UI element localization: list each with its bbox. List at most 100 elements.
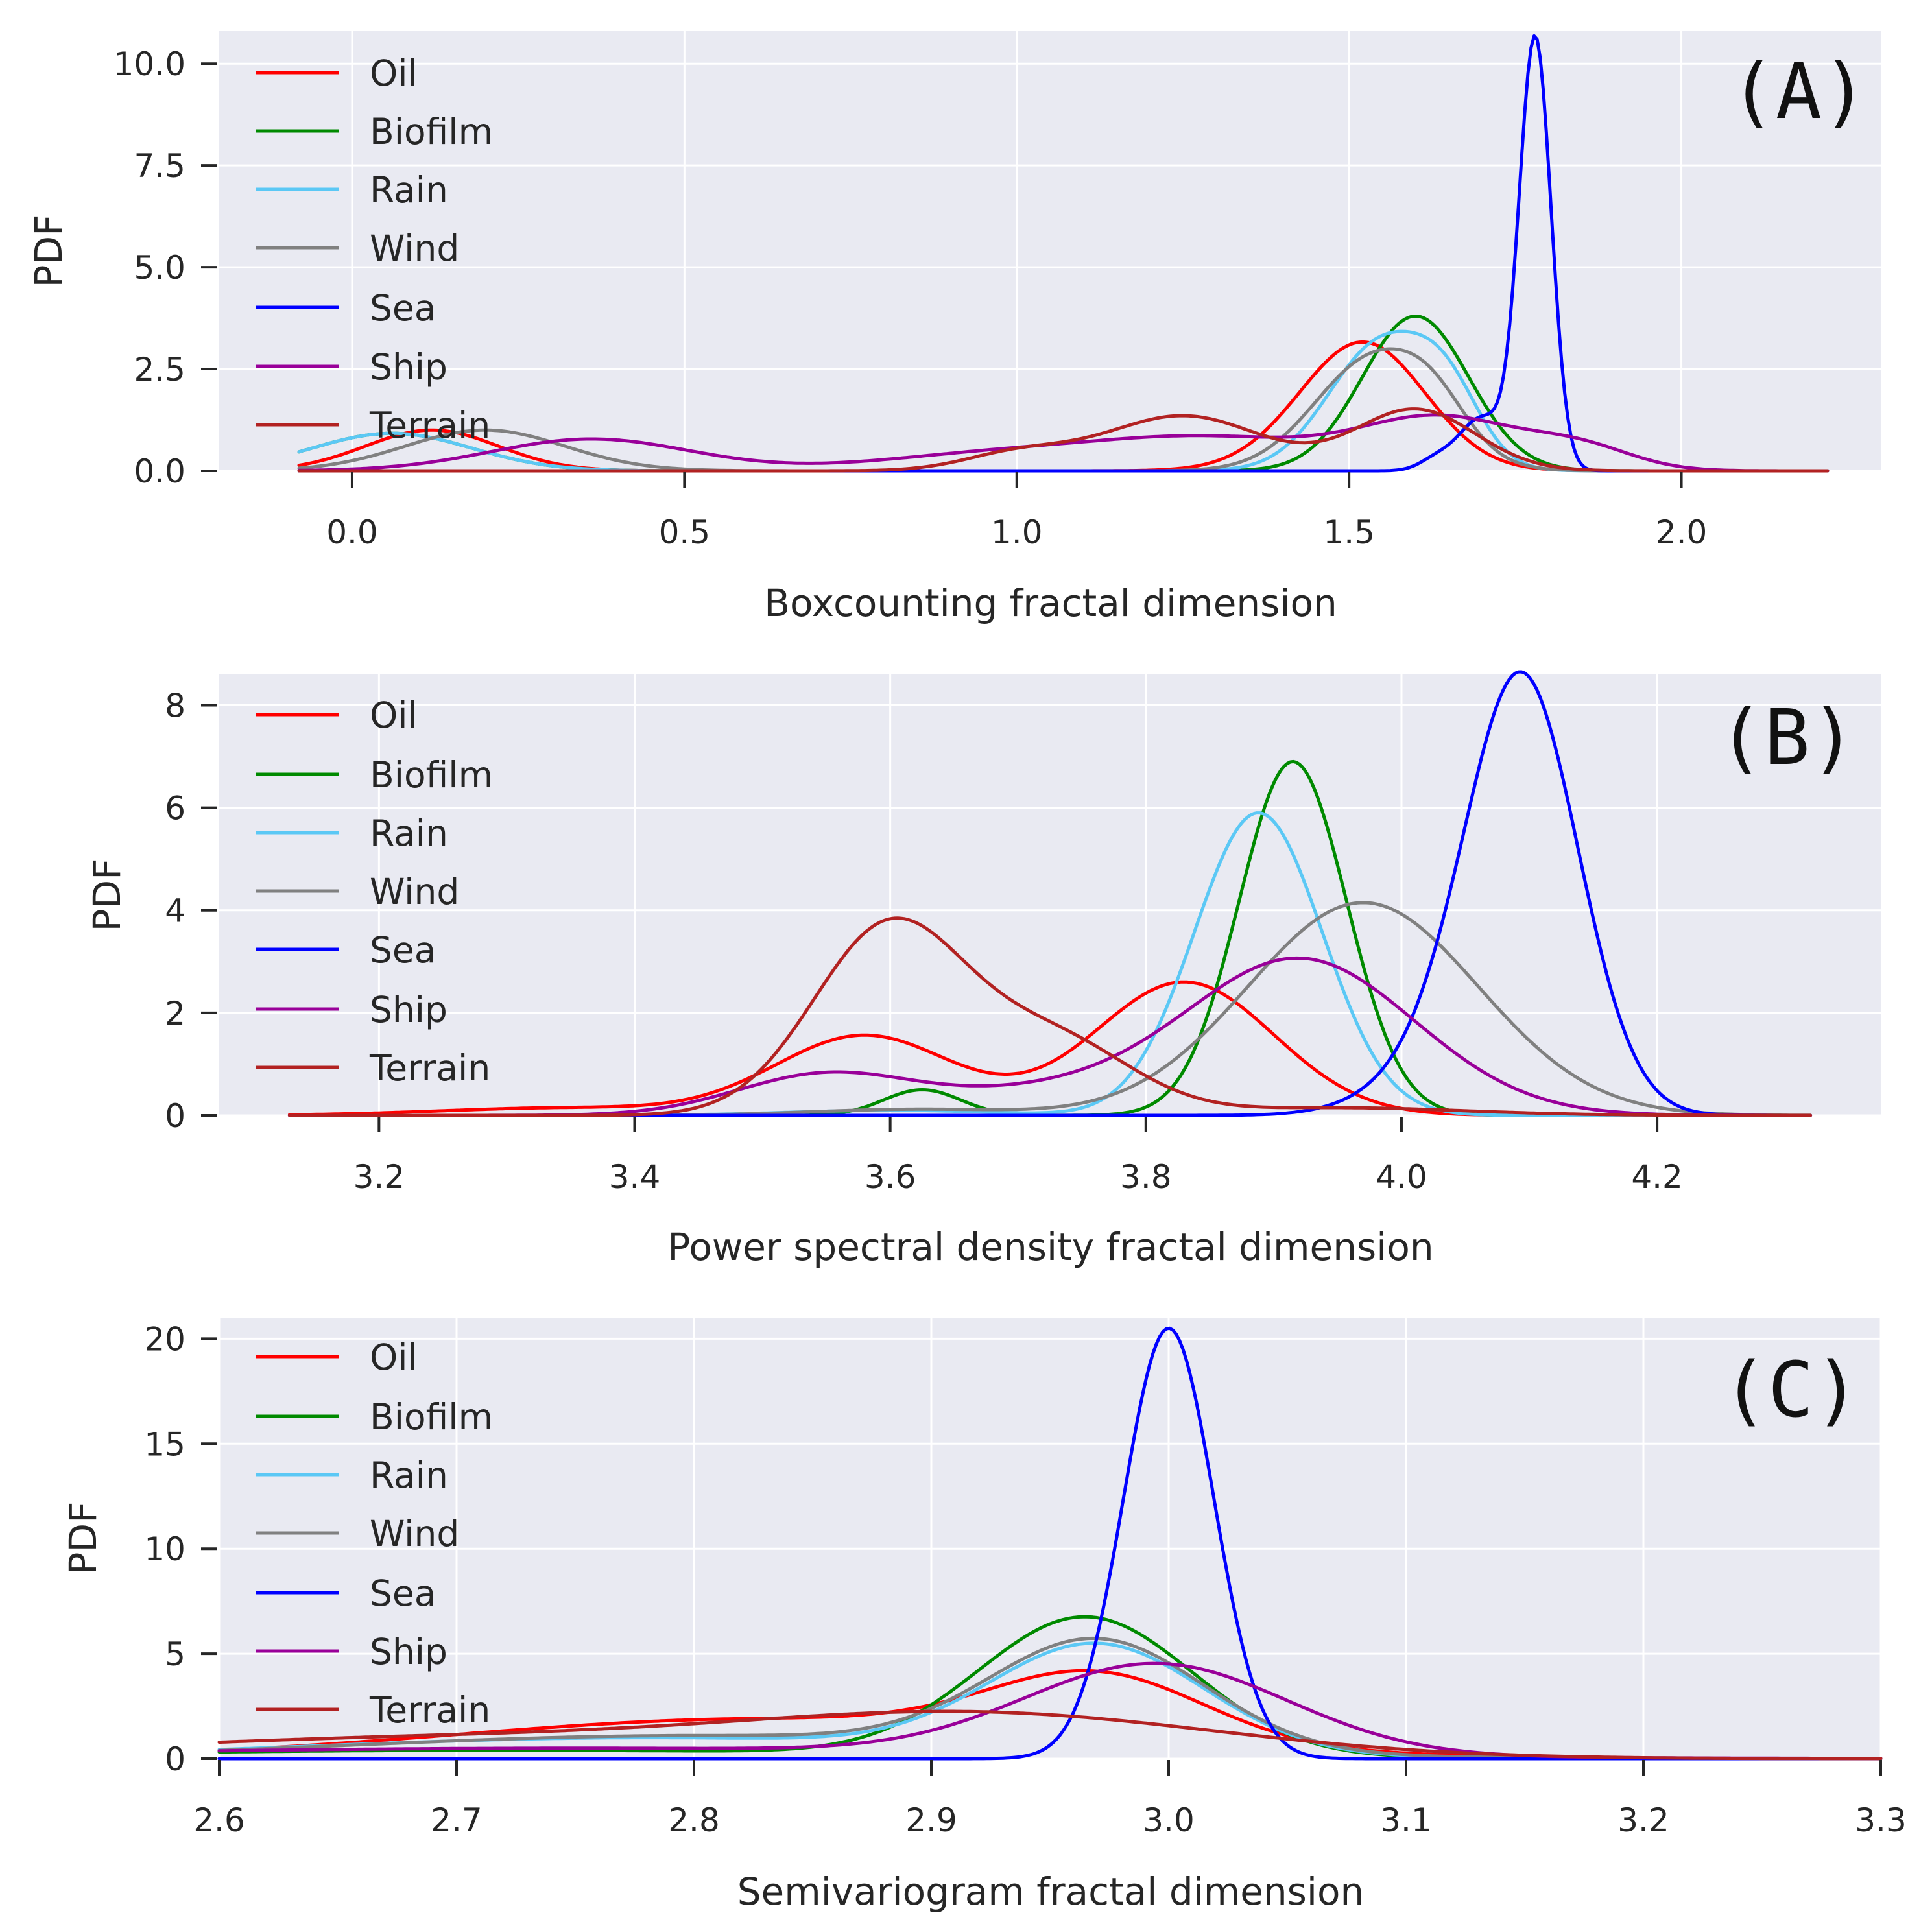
panel-b-label: (B) xyxy=(1718,693,1856,782)
legend-label-terrain: Terrain xyxy=(369,1689,490,1731)
legend-label-rain: Rain xyxy=(370,813,448,854)
panel-c-y-axis-label: PDF xyxy=(61,1502,105,1575)
panel-a: 0.0 0.5 1.0 1.5 2.0 0.0 2.5 5.0 7.5 10.0 Boxcount… xyxy=(27,31,1881,625)
legend-label-wind: Wind xyxy=(370,1513,459,1554)
panel-c-plot-area xyxy=(219,1318,1881,1759)
legend-item-ship: Ship xyxy=(256,1631,447,1672)
panel-b-y-axis-label: PDF xyxy=(85,859,129,932)
legend-label-ship: Ship xyxy=(370,1631,447,1672)
panel-a-label: (A) xyxy=(1730,47,1868,136)
legend-label-biofilm: Biofilm xyxy=(370,111,493,152)
legend-label-biofilm: Biofilm xyxy=(370,1396,493,1438)
panel-b-x-tick-label: 3.8 xyxy=(1120,1158,1172,1196)
panel-b-x-axis-label: Power spectral density fractal dimension xyxy=(667,1225,1433,1269)
panel-b-x-tick-label: 4.2 xyxy=(1631,1158,1683,1196)
panel-a-x-axis-label: Boxcounting fractal dimension xyxy=(764,581,1337,625)
panel-c-x-tick-label: 3.1 xyxy=(1380,1801,1432,1839)
panel-a-y-tick-label: 5.0 xyxy=(134,249,185,287)
panel-a-ticks: 0.0 0.5 1.0 1.5 2.0 0.0 2.5 5.0 7.5 10.0 xyxy=(113,45,1708,551)
panel-a-y-tick-label: 7.5 xyxy=(134,147,185,185)
panel-b-x-tick-label: 4.0 xyxy=(1376,1158,1427,1196)
legend-label-biofilm: Biofilm xyxy=(370,754,493,796)
panel-a-legend: Oil Biofilm Rain Wind Sea Ship Terrain xyxy=(256,53,493,446)
legend-label-oil: Oil xyxy=(370,695,418,736)
legend-label-sea: Sea xyxy=(370,929,436,971)
legend-label-terrain: Terrain xyxy=(369,405,490,446)
panel-a-y-tick-label: 0.0 xyxy=(134,453,185,490)
legend-label-wind: Wind xyxy=(370,228,459,269)
panel-b-y-tick-label: 0 xyxy=(165,1097,185,1135)
legend-item-rain: Rain xyxy=(256,1455,448,1496)
panel-c-series xyxy=(217,1326,1883,1761)
panel-b-series xyxy=(287,670,1813,1117)
legend-item-rain: Rain xyxy=(256,169,448,211)
legend-label-rain: Rain xyxy=(370,169,448,211)
panel-c-y-tick-label: 5 xyxy=(165,1635,185,1673)
panel-b-x-tick-label: 3.6 xyxy=(865,1158,916,1196)
legend-label-oil: Oil xyxy=(370,1337,418,1378)
legend-item-oil: Oil xyxy=(256,53,418,94)
panel-c-x-tick-label: 3.0 xyxy=(1143,1801,1195,1839)
panel-c-x-tick-label: 2.9 xyxy=(905,1801,957,1839)
panel-c-x-tick-label: 3.3 xyxy=(1855,1801,1907,1839)
panel-b-y-tick-label: 8 xyxy=(165,687,185,724)
legend-item-biofilm: Biofilm xyxy=(256,754,493,796)
legend-item-wind: Wind xyxy=(256,1513,459,1554)
panel-c-x-axis-label: Semivariogram fractal dimension xyxy=(737,1870,1365,1914)
legend-item-terrain: Terrain xyxy=(256,1047,490,1089)
panel-a-y-tick-label: 2.5 xyxy=(134,351,185,388)
legend-label-ship: Ship xyxy=(370,989,447,1030)
panel-a-plot-area xyxy=(219,31,1881,471)
legend-label-sea: Sea xyxy=(370,287,436,329)
panel-c-y-tick-label: 20 xyxy=(144,1320,185,1358)
legend-item-ship: Ship xyxy=(256,346,447,388)
panel-c-x-tick-label: 2.7 xyxy=(431,1801,483,1839)
panel-b-plot-area xyxy=(219,674,1881,1115)
legend-item-wind: Wind xyxy=(256,871,459,912)
panel-c: 2.6 2.7 2.8 2.9 3.0 3.1 3.2 3.3 0 5 10 15 20 Semivar… xyxy=(61,1318,1907,1914)
panel-a-y-axis-label: PDF xyxy=(27,215,71,288)
panel-a-x-tick-label: 1.0 xyxy=(991,514,1043,551)
legend-item-oil: Oil xyxy=(256,695,418,736)
panel-a-y-tick-label: 10.0 xyxy=(113,45,185,83)
legend-item-rain: Rain xyxy=(256,813,448,854)
panel-c-label: (C) xyxy=(1722,1345,1860,1434)
legend-label-terrain: Terrain xyxy=(369,1047,490,1089)
panel-b-y-tick-label: 4 xyxy=(165,892,185,930)
panel-c-legend: Oil Biofilm Rain Wind Sea Ship Terrain xyxy=(256,1337,493,1731)
panel-a-x-tick-label: 0.5 xyxy=(659,514,711,551)
panel-b-ticks: 3.2 3.4 3.6 3.8 4.0 4.2 0 2 4 6 8 xyxy=(165,687,1683,1196)
panel-a-x-tick-label: 1.5 xyxy=(1323,514,1375,551)
panel-c-x-tick-label: 3.2 xyxy=(1617,1801,1669,1839)
panel-a-series xyxy=(297,34,1830,473)
legend-label-ship: Ship xyxy=(370,346,447,388)
panel-c-x-tick-label: 2.8 xyxy=(668,1801,720,1839)
legend-label-oil: Oil xyxy=(370,53,418,94)
panel-b-x-tick-label: 3.2 xyxy=(353,1158,405,1196)
legend-item-sea: Sea xyxy=(256,1573,436,1614)
panel-b-legend: Oil Biofilm Rain Wind Sea Ship Terrain xyxy=(256,695,493,1089)
legend-item-sea: Sea xyxy=(256,287,436,329)
panel-c-series-terrain xyxy=(217,1709,1883,1761)
panel-b: 3.2 3.4 3.6 3.8 4.0 4.2 0 2 4 6 8 Power spectral d… xyxy=(85,670,1881,1269)
panel-a-x-tick-label: 0.0 xyxy=(326,514,378,551)
panel-c-y-tick-label: 0 xyxy=(165,1741,185,1778)
panel-b-y-tick-label: 2 xyxy=(165,995,185,1032)
legend-item-sea: Sea xyxy=(256,929,436,971)
legend-item-terrain: Terrain xyxy=(256,1689,490,1731)
panel-a-series-terrain xyxy=(297,407,1830,473)
legend-item-biofilm: Biofilm xyxy=(256,1396,493,1438)
panel-c-x-tick-label: 2.6 xyxy=(193,1801,245,1839)
panel-a-x-tick-label: 2.0 xyxy=(1656,514,1708,551)
legend-item-ship: Ship xyxy=(256,989,447,1030)
panel-b-x-tick-label: 3.4 xyxy=(609,1158,661,1196)
legend-label-rain: Rain xyxy=(370,1455,448,1496)
legend-item-wind: Wind xyxy=(256,228,459,269)
panel-b-y-tick-label: 6 xyxy=(165,790,185,827)
panel-c-ticks: 2.6 2.7 2.8 2.9 3.0 3.1 3.2 3.3 0 5 10 15 20 xyxy=(144,1320,1906,1839)
panel-b-series-terrain xyxy=(287,916,1813,1117)
legend-item-biofilm: Biofilm xyxy=(256,111,493,152)
legend-label-wind: Wind xyxy=(370,871,459,912)
legend-label-sea: Sea xyxy=(370,1573,436,1614)
